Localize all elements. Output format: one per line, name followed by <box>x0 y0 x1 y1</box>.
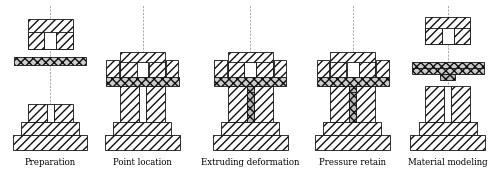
Bar <box>228 86 246 122</box>
Bar <box>228 52 272 77</box>
Bar <box>346 62 358 77</box>
Bar <box>114 122 172 135</box>
Bar <box>246 86 254 92</box>
Bar <box>148 62 165 77</box>
Bar <box>324 122 382 135</box>
Bar <box>166 60 178 77</box>
Bar <box>410 135 485 150</box>
Bar <box>412 68 484 74</box>
Bar <box>412 62 484 68</box>
Bar <box>425 17 470 44</box>
Bar <box>106 60 119 77</box>
Bar <box>105 135 180 150</box>
Bar <box>28 104 46 122</box>
Bar <box>14 57 86 65</box>
Bar <box>246 86 254 122</box>
Bar <box>139 86 146 122</box>
Bar <box>21 122 79 135</box>
Bar <box>425 28 442 44</box>
Bar <box>228 62 244 77</box>
Bar <box>256 62 272 77</box>
Text: Extruding deformation: Extruding deformation <box>201 158 299 167</box>
Bar <box>212 135 288 150</box>
Bar <box>330 86 349 122</box>
Bar <box>418 122 476 135</box>
Bar <box>274 60 286 77</box>
Bar <box>454 28 470 44</box>
Bar <box>12 135 88 150</box>
Bar <box>28 32 44 49</box>
Bar <box>244 62 256 77</box>
Bar <box>442 28 454 44</box>
Text: Point location: Point location <box>113 158 172 167</box>
Bar <box>349 86 356 122</box>
Bar <box>349 86 356 92</box>
Bar <box>315 135 390 150</box>
Bar <box>120 52 165 77</box>
Bar <box>120 62 136 77</box>
Bar <box>214 60 226 77</box>
Bar <box>330 62 346 77</box>
Bar <box>425 86 444 122</box>
Text: Preparation: Preparation <box>24 158 76 167</box>
Bar <box>440 74 455 80</box>
Bar <box>444 86 451 122</box>
Bar <box>106 77 178 86</box>
Bar <box>28 19 72 49</box>
Bar <box>136 62 148 77</box>
Bar <box>254 86 272 122</box>
Bar <box>330 52 375 77</box>
Text: Pressure retain: Pressure retain <box>319 158 386 167</box>
Bar <box>44 32 56 49</box>
Bar <box>146 86 165 122</box>
Bar <box>358 62 375 77</box>
Bar <box>120 86 139 122</box>
Bar <box>46 104 54 122</box>
Bar <box>214 77 286 86</box>
Bar <box>376 60 388 77</box>
Bar <box>221 122 279 135</box>
Bar <box>316 60 329 77</box>
Bar <box>56 32 72 49</box>
Text: Material modeling: Material modeling <box>408 158 488 167</box>
Bar <box>316 77 388 86</box>
Bar <box>54 104 72 122</box>
Bar <box>451 86 470 122</box>
Bar <box>356 86 375 122</box>
